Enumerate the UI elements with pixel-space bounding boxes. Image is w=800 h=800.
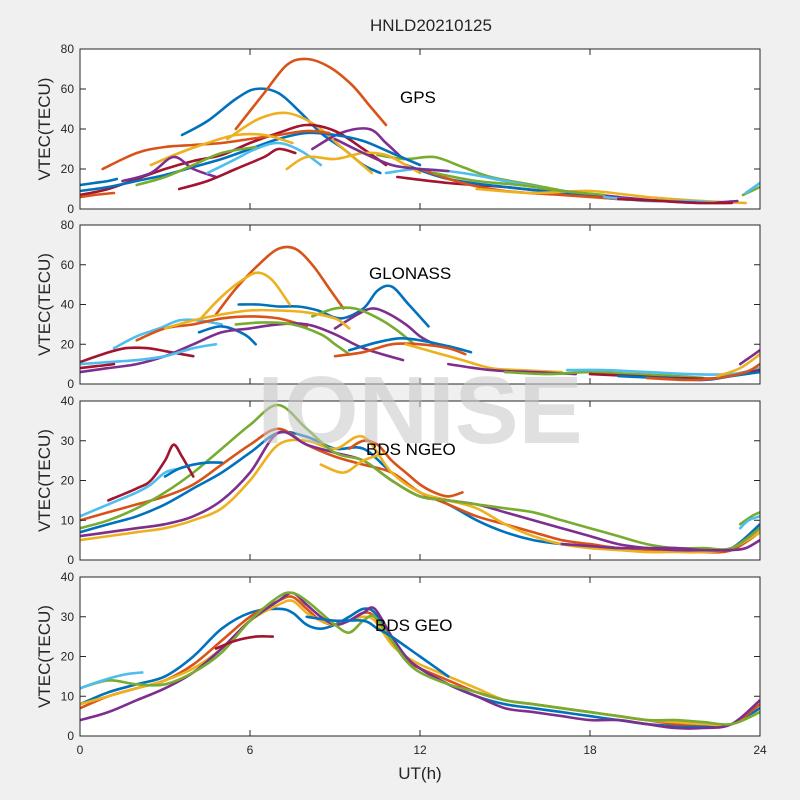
panel-annotation: BDS GEO [375, 616, 452, 635]
series-line-19 [135, 145, 257, 187]
series-line-18 [121, 155, 218, 183]
series-line-19 [503, 370, 705, 380]
panel-annotation: BDS NGEO [366, 440, 456, 459]
series-line-16 [101, 129, 331, 171]
panel-annotation: GLONASS [369, 264, 451, 283]
series-line-2 [234, 57, 388, 131]
series-line-28 [617, 197, 733, 205]
x-tick-label: 12 [413, 743, 427, 757]
series-line-23 [645, 362, 760, 382]
y-tick-label: 10 [61, 689, 75, 703]
y-tick-label: 80 [61, 42, 75, 56]
series-line-4 [80, 591, 760, 730]
series-line-13 [744, 181, 760, 195]
series-line-12 [234, 321, 351, 356]
series-line-22 [80, 177, 119, 187]
series-line-20 [206, 141, 323, 175]
x-tick-label: 6 [247, 743, 254, 757]
series-line-12 [741, 185, 760, 197]
subplot-1: 0 20 40 60 80 VTEC(TECU) GPS [35, 42, 761, 216]
series-line-8 [305, 615, 450, 678]
series-line-10 [163, 308, 351, 330]
y-tick-label: 40 [61, 122, 75, 136]
plot-area [80, 225, 760, 384]
x-tick-label: 0 [77, 743, 84, 757]
series-line-10 [319, 451, 388, 474]
series-group [80, 245, 760, 382]
series-line-5 [80, 403, 760, 551]
subplot-3: 0 10 20 30 40 VTEC(TECU) BDS NGEO [35, 394, 761, 567]
series-line-3 [197, 271, 291, 322]
series-line-2 [214, 245, 345, 316]
y-tick-label: 40 [61, 394, 75, 408]
y-tick-label: 20 [61, 337, 75, 351]
series-line-4 [311, 127, 405, 161]
y-tick-label: 0 [67, 202, 74, 216]
y-tick-label: 0 [67, 553, 74, 567]
y-tick-label: 20 [61, 650, 75, 664]
series-line-11 [560, 538, 760, 552]
y-axis-label: VTEC(TECU) [35, 78, 54, 181]
series-line-3 [226, 111, 374, 175]
series-line-1 [237, 284, 430, 328]
series-line-5 [311, 306, 416, 346]
series-line-26 [432, 171, 606, 197]
plot-area [80, 401, 760, 560]
watermark-text: IONISE [257, 357, 582, 464]
series-line-6 [80, 671, 144, 690]
series-line-17 [149, 132, 294, 167]
series-line-7 [107, 443, 195, 502]
y-tick-label: 60 [61, 82, 75, 96]
series-line-3 [80, 434, 760, 554]
y-tick-label: 10 [61, 513, 75, 527]
series-group [80, 591, 760, 730]
series-line-25 [333, 137, 450, 173]
plot-area [80, 49, 760, 209]
panel-annotation: GPS [400, 88, 436, 107]
series-group [80, 57, 760, 205]
y-axis-label: VTEC(TECU) [35, 605, 54, 708]
y-tick-label: 60 [61, 258, 75, 272]
figure-title: HNLD20210125 [370, 16, 492, 35]
series-line-5 [80, 591, 760, 726]
y-tick-label: 0 [67, 729, 74, 743]
series-line-8 [163, 461, 223, 478]
series-line-13 [80, 343, 218, 366]
series-line-24 [716, 352, 760, 378]
y-axis-label: VTEC(TECU) [35, 253, 54, 356]
y-tick-label: 30 [61, 610, 75, 624]
x-axis-label: UT(h) [398, 764, 441, 783]
y-tick-label: 80 [61, 218, 75, 232]
subplot-2: 0 20 40 60 80 VTEC(TECU) GLONASS [35, 218, 761, 391]
y-tick-label: 20 [61, 162, 75, 176]
y-axis-label: VTEC(TECU) [35, 429, 54, 532]
y-tick-label: 30 [61, 434, 75, 448]
series-group [80, 403, 760, 554]
x-tick-label: 18 [583, 743, 597, 757]
series-line-15 [347, 336, 473, 354]
series-line-17 [404, 343, 563, 374]
series-line-21 [177, 147, 297, 191]
y-tick-label: 40 [61, 298, 75, 312]
series-line-7 [214, 635, 274, 650]
y-tick-label: 0 [67, 377, 74, 391]
y-tick-label: 20 [61, 474, 75, 488]
series-line-14 [80, 362, 116, 370]
series-line-12 [738, 510, 760, 526]
series-line-4 [333, 307, 436, 346]
y-tick-label: 40 [61, 570, 75, 584]
series-line-6 [112, 318, 223, 350]
series-line-23 [80, 191, 116, 199]
x-tick-label: 24 [753, 743, 767, 757]
series-line-9 [347, 439, 464, 498]
series-line-25 [738, 348, 760, 366]
subplot-4: 0 10 20 30 40 0 6 12 18 24 VTEC(TECU) BDS GEO [35, 570, 767, 757]
series-line-11 [80, 322, 405, 374]
series-line-13 [738, 515, 760, 530]
